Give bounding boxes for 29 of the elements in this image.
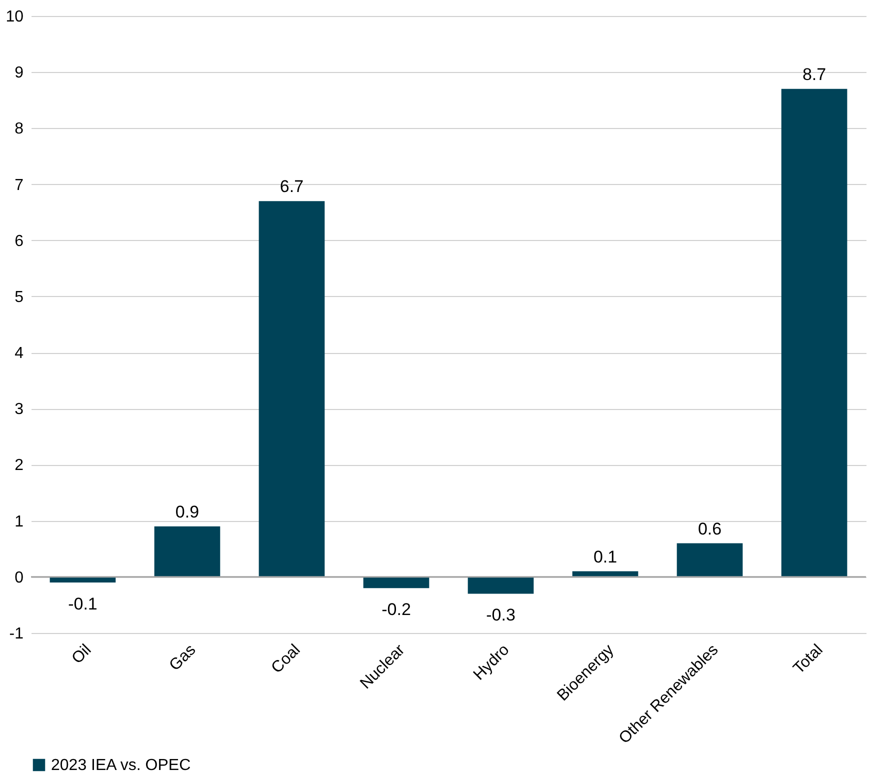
bar bbox=[676, 543, 743, 577]
bar bbox=[781, 88, 848, 577]
data-label: -0.1 bbox=[68, 594, 98, 614]
bar bbox=[154, 526, 220, 577]
data-label: 0.9 bbox=[175, 502, 200, 522]
y-tick-label: 10 bbox=[6, 8, 24, 26]
data-label: -0.3 bbox=[486, 606, 516, 625]
y-tick-label: 5 bbox=[14, 288, 24, 306]
y-tick-label: 1 bbox=[14, 513, 24, 530]
y-tick-label: 0 bbox=[14, 569, 24, 586]
data-label: 0.1 bbox=[593, 547, 618, 566]
y-tick-label: 7 bbox=[14, 176, 24, 194]
x-tick-label: Oil bbox=[68, 642, 95, 668]
data-label: 0.6 bbox=[698, 519, 722, 538]
data-label: 8.7 bbox=[802, 64, 826, 84]
bar bbox=[468, 576, 534, 594]
y-tick-label: 2 bbox=[14, 457, 24, 474]
y-tick-label: 8 bbox=[14, 120, 24, 138]
y-tick-label: -1 bbox=[9, 626, 24, 642]
data-label: -0.2 bbox=[382, 600, 411, 620]
y-tick-label: 4 bbox=[14, 345, 24, 362]
data-label: 6.7 bbox=[280, 177, 304, 196]
bar bbox=[363, 576, 430, 588]
y-tick-label: 9 bbox=[14, 64, 24, 82]
bar bbox=[258, 201, 325, 577]
y-tick-label: 3 bbox=[14, 401, 24, 418]
x-tick-label: Gas bbox=[166, 642, 200, 674]
y-tick-label: 6 bbox=[14, 232, 24, 250]
legend-label: 2023 IEA vs. OPEC bbox=[51, 757, 191, 774]
